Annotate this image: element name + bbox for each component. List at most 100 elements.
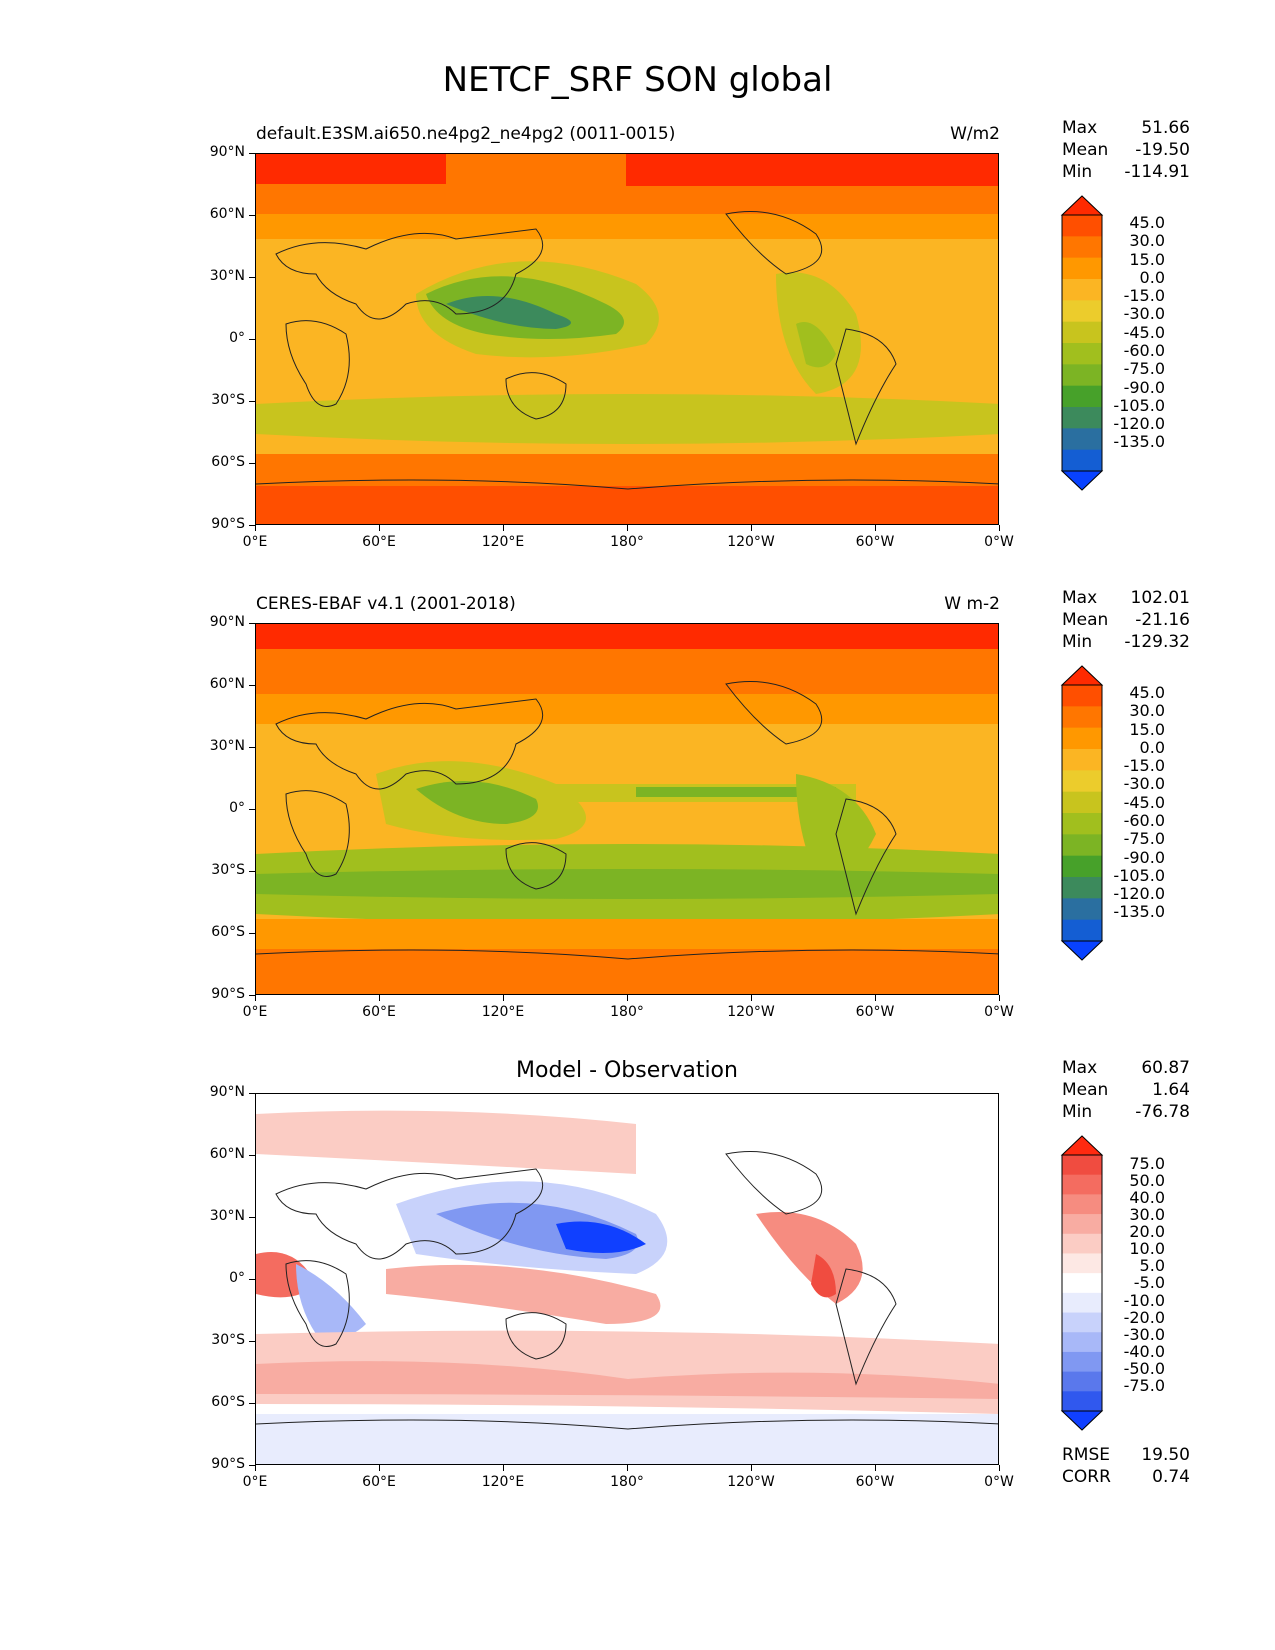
lat-label: 90°N [209,614,245,630]
lat-tick [249,1465,255,1466]
colorbar-tick-label: -45.0 [1123,792,1165,812]
lon-label: 120°W [727,534,775,550]
colorbar-tick-label: -60.0 [1123,811,1165,830]
lat-tick [249,215,255,216]
colorbar-segment [1062,449,1102,472]
min-value: -76.78 [1135,1102,1190,1122]
lat-tick [249,277,255,278]
figure-title: NETCF_SRF SON global [442,60,833,100]
lat-label: 30°S [211,392,245,408]
colorbar-segment [1062,685,1102,707]
colorbar-extend-min [1060,1410,1104,1431]
colorbar-segment [1062,1233,1102,1254]
colorbar-tick-label: -50.0 [1123,1358,1165,1378]
lat-label: 30°S [211,862,245,878]
lat-tick [249,623,255,624]
lon-label: 0°W [984,1474,1014,1490]
panel1-units: W/m2 [950,124,1000,144]
lat-tick [249,1217,255,1218]
max-label: Max [1062,118,1098,138]
lon-label: 0°W [984,1004,1014,1020]
max-value: 102.01 [1130,588,1190,608]
lon-tick [379,525,380,531]
lon-tick [379,1465,380,1471]
colorbar-tick-label: 20.0 [1129,1222,1165,1242]
lon-label: 180° [610,1004,644,1020]
colorbar-tick-label: 0.0 [1139,267,1165,287]
colorbar-segment [1062,1292,1102,1314]
colorbar-segment [1062,706,1102,729]
colorbar-tick-label: -20.0 [1123,1307,1165,1327]
colorbar-frame [1061,214,1103,472]
colorbar-tick-label: 5.0 [1139,1256,1165,1276]
colorbar-segment [1062,1312,1102,1333]
min-value: -114.91 [1124,162,1190,182]
colorbar-segment [1062,749,1102,771]
lat-label: 0° [229,800,245,816]
lon-tick [627,1465,628,1471]
lat-tick [249,747,255,748]
colorbar-segment [1062,919,1102,942]
mean-value: -19.50 [1135,140,1190,160]
lon-tick [751,1465,752,1471]
lat-tick [249,463,255,464]
colorbar-tick-label: 30.0 [1129,1205,1165,1225]
lat-label: 60°S [211,1394,245,1410]
rmse-corr-box: RMSE 19.50 CORR 0.74 [1062,1444,1190,1488]
panel2-units: W m-2 [944,594,1000,614]
mean-label: Mean [1062,140,1109,160]
lon-tick [503,525,504,531]
colorbar-tick-label: 45.0 [1129,213,1165,232]
colorbar-extend-min [1060,470,1104,491]
panel2-stats: Max 102.01 Mean -21.16 Min -129.32 [1062,587,1190,653]
colorbar-tick-label: -120.0 [1113,414,1165,434]
colorbar-tick-label: 0.0 [1139,737,1165,757]
colorbar-tick-label: 30.0 [1129,701,1165,721]
lat-label: 0° [229,1270,245,1286]
lon-label: 120°W [727,1004,775,1020]
lon-tick [255,1465,256,1471]
lon-tick [875,1465,876,1471]
colorbar-tick-label: 15.0 [1129,719,1165,739]
colorbar-tick-label: 40.0 [1129,1188,1165,1208]
colorbar-tick-label: 30.0 [1129,231,1165,251]
lat-label: 90°S [211,1456,245,1472]
colorbar-segment [1062,236,1102,259]
min-label: Min [1062,1102,1093,1122]
lon-tick [999,1465,1000,1471]
lat-label: 90°S [211,516,245,532]
lat-tick [249,809,255,810]
lat-label: 30°S [211,1332,245,1348]
lon-label: 60°W [855,534,895,550]
colorbar-segment [1062,1155,1102,1176]
colorbar-segment [1062,877,1102,899]
lon-label: 0°E [242,534,268,550]
lon-label: 180° [610,1474,644,1490]
lat-label: 0° [229,330,245,346]
colorbar-tick-label: -75.0 [1123,1375,1165,1395]
lat-tick [249,1155,255,1156]
colorbar-segment [1062,1253,1102,1274]
colorbar-tick-label: -90.0 [1123,377,1165,397]
lat-label: 60°N [209,1146,245,1162]
colorbar-segment [1062,279,1102,301]
colorbar-tick-label: -10.0 [1123,1290,1165,1310]
colorbar-segment [1062,321,1102,344]
mean-value: 1.64 [1152,1080,1190,1100]
colorbar-tick-label: 15.0 [1129,249,1165,269]
colorbar-frame [1061,684,1103,942]
lon-tick [999,525,1000,531]
lon-tick [627,525,628,531]
rmse-label: RMSE [1062,1445,1111,1465]
colorbar-segment [1062,813,1102,835]
colorbar-segment [1062,727,1102,750]
colorbar-segment [1062,1214,1102,1235]
colorbar-segment [1062,385,1102,408]
lon-label: 120°E [481,1474,525,1490]
lon-tick [503,1465,504,1471]
lat-tick [249,1093,255,1094]
lat-tick [249,995,255,996]
colorbar-segment [1062,1332,1102,1353]
colorbar-tick-label: -105.0 [1113,865,1165,885]
colorbar-segment [1062,1174,1102,1195]
